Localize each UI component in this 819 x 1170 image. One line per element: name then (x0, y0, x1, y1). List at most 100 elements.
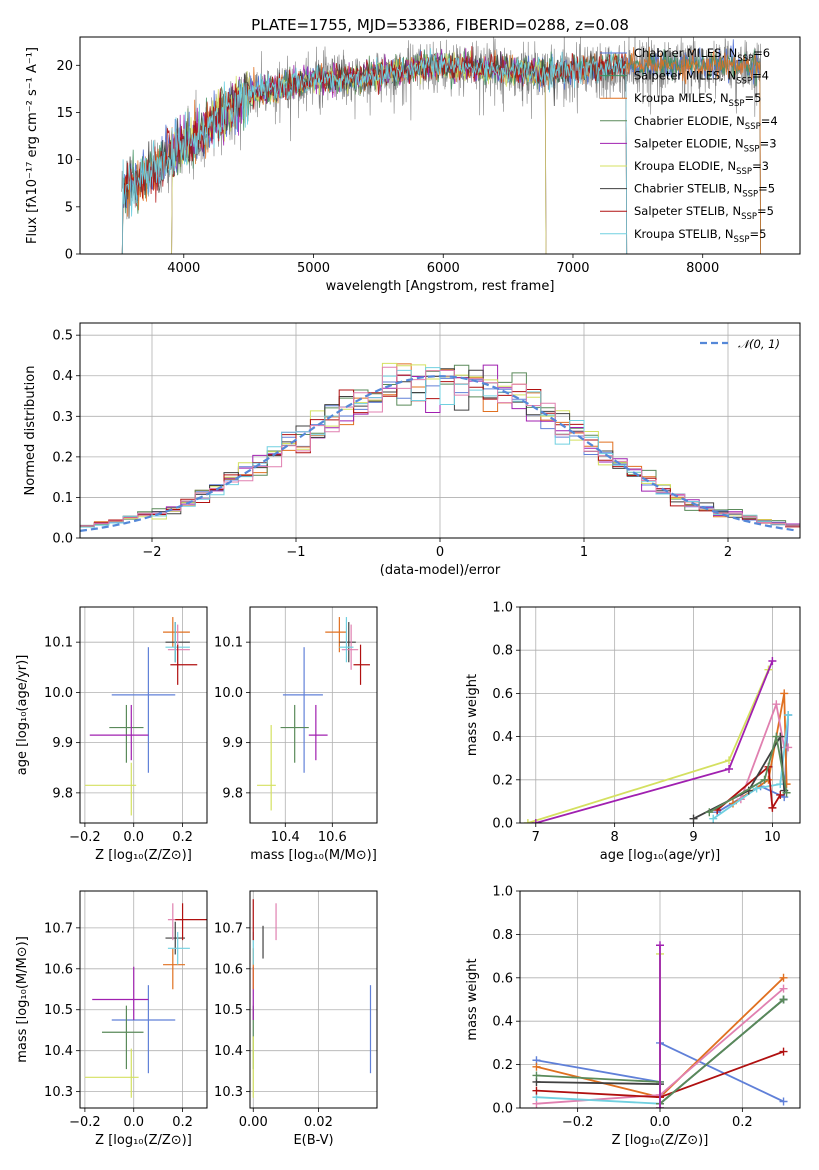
age-vs-metallicity-panel: −0.2 0.0 0.2 9.8 9.9 10.0 10.1 Z [log₁₀(Z/Z⊙)] a… (15, 606, 208, 863)
x-tick-label: −0.2 (562, 1115, 594, 1130)
spectrum-legend: Chabrier MILES, NSSP=6 Salpeter MILES, NS… (600, 46, 778, 245)
y-axis-label: mass [log₁₀(M/M⊙)] (15, 936, 30, 1063)
x-tick-label: 0.00 (239, 1115, 268, 1130)
mass-vs-ebv-panel: 0.00 0.02 10.3 10.4 10.5 10.6 10.7 E(B-V) (214, 890, 378, 1148)
mass-weight-marker (779, 1047, 788, 1056)
mass-weight-marker (705, 808, 714, 817)
plot-area (121, 37, 762, 254)
y-tick-label: 10.7 (44, 921, 73, 936)
y-axis-label: Flux [fλ10⁻¹⁷ erg cm⁻² s⁻¹ A⁻¹] (25, 47, 40, 244)
ticks: 10.4 10.6 9.8 9.9 10.0 10.1 (214, 636, 347, 845)
massweight-vs-age-panel: 7 8 9 10 0.0 0.2 0.4 0.6 0.8 1.0 age [log₁₀(age/yr… (465, 601, 801, 863)
y-tick-label: 10.0 (214, 686, 243, 701)
plot-area (532, 941, 788, 1108)
legend-subscript: SSP (744, 144, 760, 154)
legend-value: =3 (760, 136, 777, 150)
mass-vs-metallicity-panel: −0.2 0.0 0.2 10.3 10.4 10.5 10.6 10.7 Z [log₁₀(Z… (15, 890, 208, 1148)
x-tick-label: 10.4 (271, 830, 300, 845)
error-bar-point (339, 617, 354, 663)
age-vs-mass-panel: 10.4 10.6 9.8 9.9 10.0 10.1 mass [log₁₀(M/M⊙)] (214, 606, 378, 863)
histogram-step (80, 366, 800, 527)
y-tick-label: 9.8 (52, 786, 73, 801)
error-bar-point (165, 921, 186, 955)
error-bar-point (89, 704, 149, 761)
legend-subscript: SSP (742, 190, 758, 200)
error-bar-point (111, 647, 176, 773)
error-bar-point (92, 966, 149, 1020)
y-tick-label: 1.0 (492, 601, 513, 616)
plot-area (84, 617, 198, 816)
mass-weight-marker (779, 984, 788, 993)
mass-weight-marker (784, 743, 793, 752)
y-tick-label: 0.4 (492, 1015, 513, 1030)
y-tick-label: 0.1 (52, 491, 73, 506)
legend-entry: Kroupa MILES, NSSP=5 (634, 91, 761, 109)
legend-value: =5 (749, 227, 766, 241)
y-tick-label: 10.1 (214, 636, 243, 651)
legend-entry: Kroupa ELODIE, NSSP=3 (634, 159, 769, 177)
error-bar-point (257, 725, 276, 811)
legend-subscript: SSP (729, 99, 745, 109)
figure-title: PLATE=1755, MJD=53386, FIBERID=0288, z=0… (251, 16, 629, 34)
mass-weight-marker (780, 689, 789, 698)
x-tick-label: 8 (611, 830, 619, 845)
legend-subscript: SSP (741, 212, 757, 222)
x-tick-label: 4000 (167, 261, 200, 276)
mass-weight-marker (656, 941, 664, 950)
mass-weight-series (531, 657, 777, 823)
axes-frame (519, 890, 801, 1109)
y-tick-label: 0.5 (52, 329, 73, 344)
x-tick-label: 0.02 (304, 1115, 333, 1130)
mass-weight-marker (768, 803, 777, 812)
x-tick-label: −0.2 (69, 1115, 101, 1130)
legend-entry: Salpeter STELIB, NSSP=5 (634, 204, 774, 222)
mass-weight-line (708, 736, 788, 813)
x-tick-label: −0.2 (69, 830, 101, 845)
mass-weight-marker (779, 995, 788, 1004)
error-bar-point (84, 762, 137, 816)
mass-weight-line (716, 765, 782, 811)
plot-area (523, 657, 793, 823)
gridlines (250, 891, 377, 1108)
ticks: −0.2 0.0 0.2 9.8 9.9 10.0 10.1 (44, 636, 193, 845)
mass-weight-marker (532, 1086, 541, 1095)
x-axis-label: Z [log₁₀(Z/Z⊙)] (95, 1133, 192, 1148)
residual-histogram-panel: −2 −1 0 1 2 0.0 0.1 0.2 0.3 0.4 0.5 (data-model)/er… (23, 322, 801, 578)
gridlines (250, 607, 377, 823)
legend-value: =4 (752, 69, 769, 83)
x-axis-label: (data-model)/error (380, 563, 501, 578)
mass-weight-series (709, 711, 793, 823)
mass-weight-marker (725, 765, 734, 773)
x-tick-label: 0.2 (732, 1115, 753, 1130)
x-tick-label: 7 (532, 830, 540, 845)
mass-weight-marker (709, 814, 718, 823)
x-tick-label: 0.0 (650, 1115, 671, 1130)
mass-weight-marker (784, 711, 793, 719)
axes-frame (249, 890, 378, 1109)
axes-frame (79, 606, 208, 824)
mass-weight-marker (779, 1097, 788, 1106)
ticks: −0.2 0.0 0.2 0.0 0.2 0.4 0.6 0.8 1.0 (492, 885, 752, 1131)
x-tick-label: 9 (689, 830, 697, 845)
gridlines (80, 607, 207, 823)
mass-weight-marker (523, 819, 532, 823)
x-axis-label: mass [log₁₀(M/M⊙)] (250, 848, 377, 863)
legend-entry: Kroupa STELIB, NSSP=5 (634, 227, 766, 245)
x-tick-label: 6000 (427, 261, 460, 276)
x-tick-label: 1 (580, 545, 588, 560)
mass-weight-series (713, 762, 785, 815)
x-tick-label: −2 (142, 545, 161, 560)
gridlines (520, 606, 800, 824)
y-tick-label: 0.8 (492, 644, 513, 659)
legend-value: =3 (752, 159, 769, 173)
y-axis-label: mass weight (465, 958, 480, 1040)
axes-frame (79, 890, 208, 1109)
error-bar-point (308, 704, 328, 761)
ticks: 0.00 0.02 10.3 10.4 10.5 10.6 10.7 (214, 921, 333, 1130)
mass-weight-line (712, 714, 790, 820)
legend-subscript: SSP (734, 235, 750, 245)
y-tick-label: 0.6 (492, 971, 513, 986)
x-tick-label: 8000 (686, 261, 719, 276)
y-axis-label: age [log₁₀(age/yr)] (15, 655, 30, 776)
x-axis-label: wavelength [Angstrom, rest frame] (326, 279, 555, 294)
